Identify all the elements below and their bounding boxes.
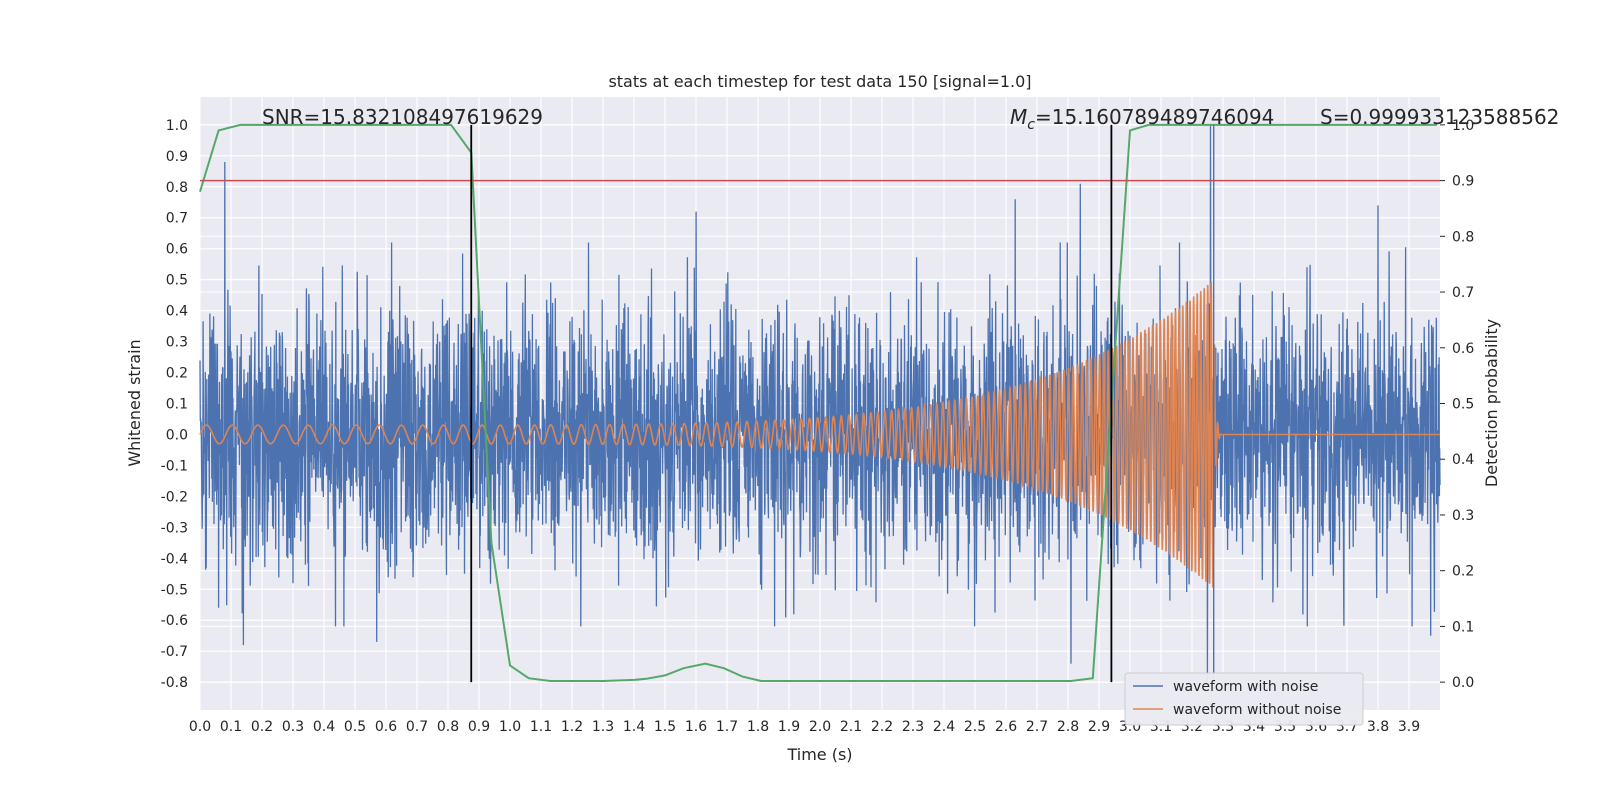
x-tick-label: 1.1 — [530, 719, 552, 735]
x-tick-label: 2.1 — [840, 719, 862, 735]
x-tick-label: 0.6 — [375, 719, 397, 735]
x-tick-label: 0.0 — [189, 719, 211, 735]
y2-tick-label: 0.3 — [1452, 508, 1474, 524]
x-tick-label: 1.2 — [561, 719, 583, 735]
mc-value: =15.160789489746094 — [1035, 105, 1274, 129]
x-tick-label: 1.8 — [747, 719, 769, 735]
y-tick-label: -0.8 — [161, 675, 188, 691]
x-tick-label: 1.7 — [716, 719, 738, 735]
x-axis-label: Time (s) — [786, 745, 852, 764]
x-tick-label: 1.9 — [778, 719, 800, 735]
mc-symbol: M — [1010, 105, 1027, 129]
y2-tick-label: 0.5 — [1452, 397, 1474, 413]
reference-lines — [200, 124, 1440, 683]
x-tick-label: 2.8 — [1057, 719, 1079, 735]
series-waveform-with-noise — [199, 124, 1441, 683]
y-tick-label: 0.7 — [166, 211, 188, 227]
y-tick-label: 0.6 — [166, 242, 188, 258]
x-tick-label: 1.4 — [623, 719, 645, 735]
y-tick-label: -0.5 — [161, 582, 188, 598]
x-tick-label: 0.3 — [282, 719, 304, 735]
x-tick-label: 2.5 — [964, 719, 986, 735]
y-tick-label: 0.8 — [166, 180, 188, 196]
x-tick-label: 0.7 — [406, 719, 428, 735]
legend-box — [1124, 672, 1364, 726]
x-tick-label: 1.6 — [685, 719, 707, 735]
snr-annotation: SNR=15.832108497619629 — [262, 105, 543, 129]
y2-tick-label: 0.6 — [1452, 341, 1474, 357]
x-tick-label: 2.6 — [995, 719, 1017, 735]
legend-label-waveform-with-noise: waveform with noise — [1173, 679, 1318, 695]
x-tick-label: 0.4 — [313, 719, 335, 735]
x-tick-label: 2.7 — [1026, 719, 1048, 735]
x-tick-label: 0.9 — [468, 719, 490, 735]
mc-subscript: c — [1027, 117, 1035, 133]
x-tick-label: 0.1 — [220, 719, 242, 735]
line-waveform-without-noise — [199, 281, 1440, 588]
y-tick-label: 0.2 — [166, 366, 188, 382]
x-tick-label: 2.2 — [871, 719, 893, 735]
y2-tick-label: 0.2 — [1452, 564, 1474, 580]
y-tick-label: 0.3 — [166, 335, 188, 351]
legend: waveform with noise waveform without noi… — [1124, 672, 1364, 726]
y2-tick-label: 0.7 — [1452, 285, 1474, 301]
x-tick-label: 2.3 — [902, 719, 924, 735]
x-tick-label: 0.5 — [344, 719, 366, 735]
y-axis-label: Whitened strain — [125, 339, 144, 466]
y2-tick-label: 0.4 — [1452, 452, 1474, 468]
y2-tick-label: 0.1 — [1452, 619, 1474, 635]
x-tick-label: 1.0 — [499, 719, 521, 735]
y2-tick-label: 1.0 — [1452, 118, 1474, 134]
y-axis-ticks: -0.8 -0.7 -0.6 -0.5 -0.4 -0.3 -0.2 -0.1 0.0 0.1 0.… — [161, 118, 188, 691]
y2-tick-label: 0.0 — [1452, 675, 1474, 691]
x-tick-label: 0.2 — [251, 719, 273, 735]
y2-axis-label: Detection probability — [1482, 319, 1501, 487]
y2-tick-label: 0.8 — [1452, 229, 1474, 245]
y-tick-label: 0.0 — [166, 427, 188, 443]
y-tick-label: -0.7 — [161, 644, 188, 660]
series-waveform-without-noise — [199, 281, 1440, 588]
x-tick-label: 3.8 — [1367, 719, 1389, 735]
x-tick-label: 0.8 — [437, 719, 459, 735]
x-tick-label: 2.4 — [933, 719, 955, 735]
y-tick-label: 1.0 — [166, 118, 188, 134]
y-tick-label: 0.4 — [166, 304, 188, 320]
mc-annotation: Mc=15.160789489746094 — [1010, 105, 1274, 133]
x-tick-label: 1.3 — [592, 719, 614, 735]
y2-tick-label: 0.9 — [1452, 174, 1474, 190]
y-tick-label: -0.3 — [161, 520, 188, 536]
y-tick-label: 0.5 — [166, 273, 188, 289]
y-tick-label: 0.9 — [166, 149, 188, 165]
y-tick-label: -0.1 — [161, 458, 188, 474]
x-tick-label: 1.5 — [654, 719, 676, 735]
legend-label-waveform-without-noise: waveform without noise — [1173, 702, 1341, 718]
y2-axis-ticks: 0.0 0.1 0.2 0.3 0.4 0.5 0.6 0.7 0.8 0.9 1.0 — [1440, 118, 1474, 691]
x-tick-label: 2.0 — [809, 719, 831, 735]
y-tick-label: -0.4 — [161, 551, 188, 567]
x-tick-label: 3.9 — [1398, 719, 1420, 735]
y-tick-label: 0.1 — [166, 397, 188, 413]
y-tick-label: -0.6 — [161, 613, 188, 629]
chart-title: stats at each timestep for test data 150… — [608, 72, 1031, 91]
s-annotation: S=0.999933123588562 — [1320, 105, 1559, 129]
x-tick-label: 2.9 — [1088, 719, 1110, 735]
y-tick-label: -0.2 — [161, 489, 188, 505]
line-waveform-with-noise — [199, 124, 1441, 683]
